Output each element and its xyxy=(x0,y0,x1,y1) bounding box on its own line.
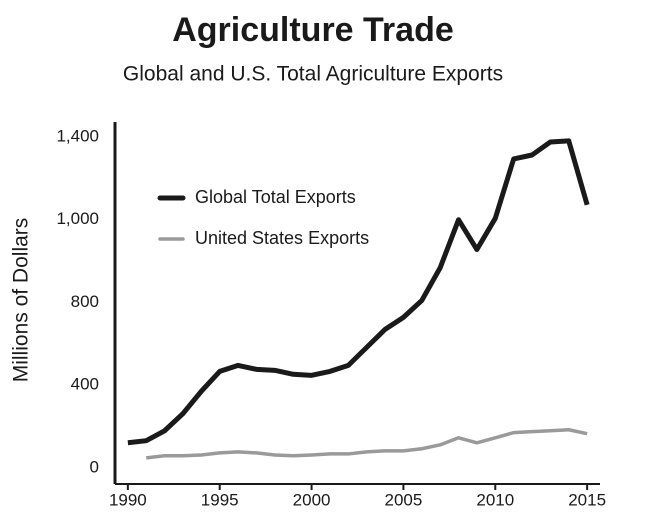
y-tick-label: 0 xyxy=(90,457,99,476)
line-series xyxy=(146,427,588,460)
x-tick-label: 1990 xyxy=(109,490,147,509)
chart-title: Agriculture Trade xyxy=(172,11,454,49)
x-tick-label: 1995 xyxy=(201,490,239,509)
x-tick-label: 2015 xyxy=(568,490,606,509)
line-series xyxy=(127,138,590,446)
x-tick-label: 2010 xyxy=(476,490,514,509)
y-tick-label: 1,000 xyxy=(56,209,99,228)
y-tick-label: 800 xyxy=(71,292,99,311)
chart-subtitle: Global and U.S. Total Agriculture Export… xyxy=(123,63,503,86)
legend-label: Global Total Exports xyxy=(195,187,356,207)
legend-label: United States Exports xyxy=(195,228,369,248)
y-tick-label: 1,400 xyxy=(56,126,99,145)
x-tick-label: 2000 xyxy=(293,490,331,509)
y-tick-label: 400 xyxy=(71,375,99,394)
y-axis-label: Millions of Dollars xyxy=(10,218,33,383)
x-tick-label: 2005 xyxy=(385,490,423,509)
